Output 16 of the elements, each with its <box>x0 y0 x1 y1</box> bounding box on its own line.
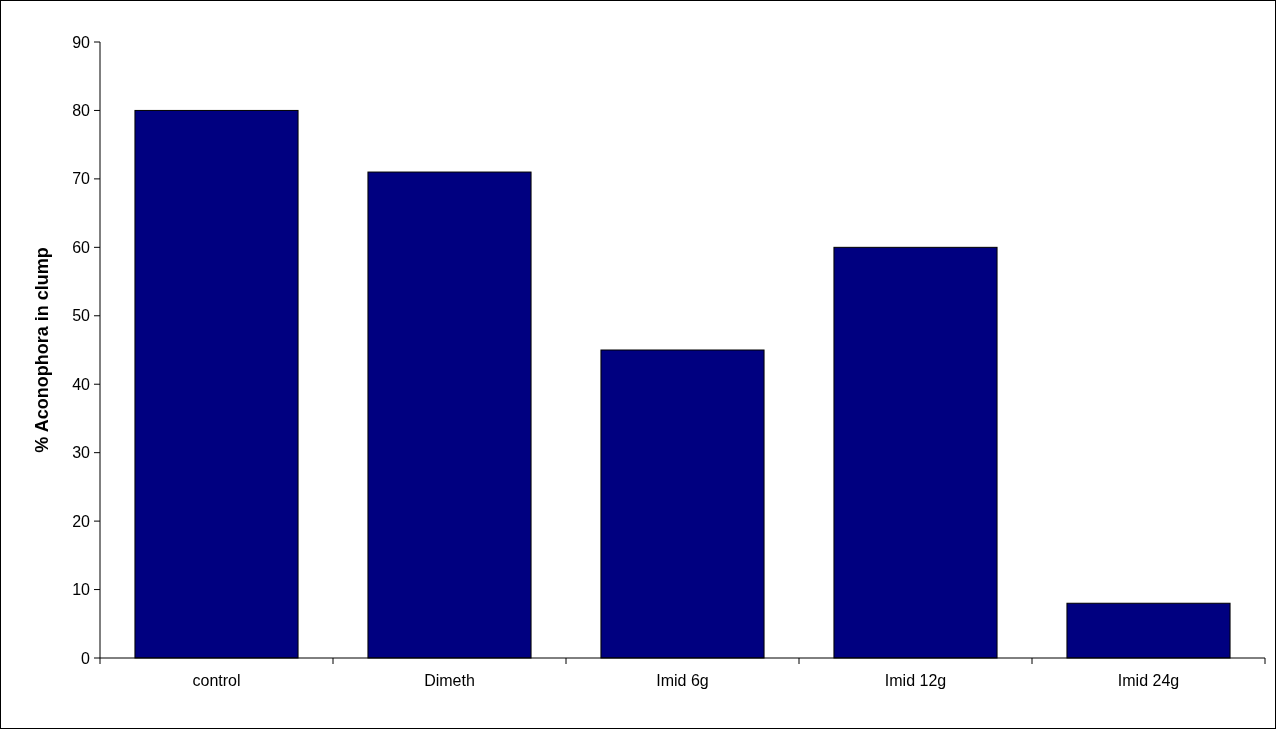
x-tick-label: control <box>192 672 241 689</box>
y-tick-label: 50 <box>72 307 91 325</box>
y-axis-title: % Aconophora in clump <box>32 247 52 453</box>
x-tick-label: Dimeth <box>424 672 475 689</box>
y-tick-label: 30 <box>72 444 91 462</box>
y-tick-label: 0 <box>81 649 91 667</box>
y-tick-label: 80 <box>72 102 91 120</box>
y-tick-label: 10 <box>72 581 91 599</box>
y-tick-label: 20 <box>72 512 91 530</box>
y-tick-label: 70 <box>72 170 91 188</box>
x-tick-label: Imid 24g <box>1117 672 1180 689</box>
y-tick-label: 90 <box>72 33 91 51</box>
y-tick-label: 60 <box>72 238 91 256</box>
x-tick-label: Imid 12g <box>884 672 947 689</box>
x-tick-label: Imid 6g <box>656 672 709 689</box>
y-tick-label: 40 <box>72 375 91 393</box>
